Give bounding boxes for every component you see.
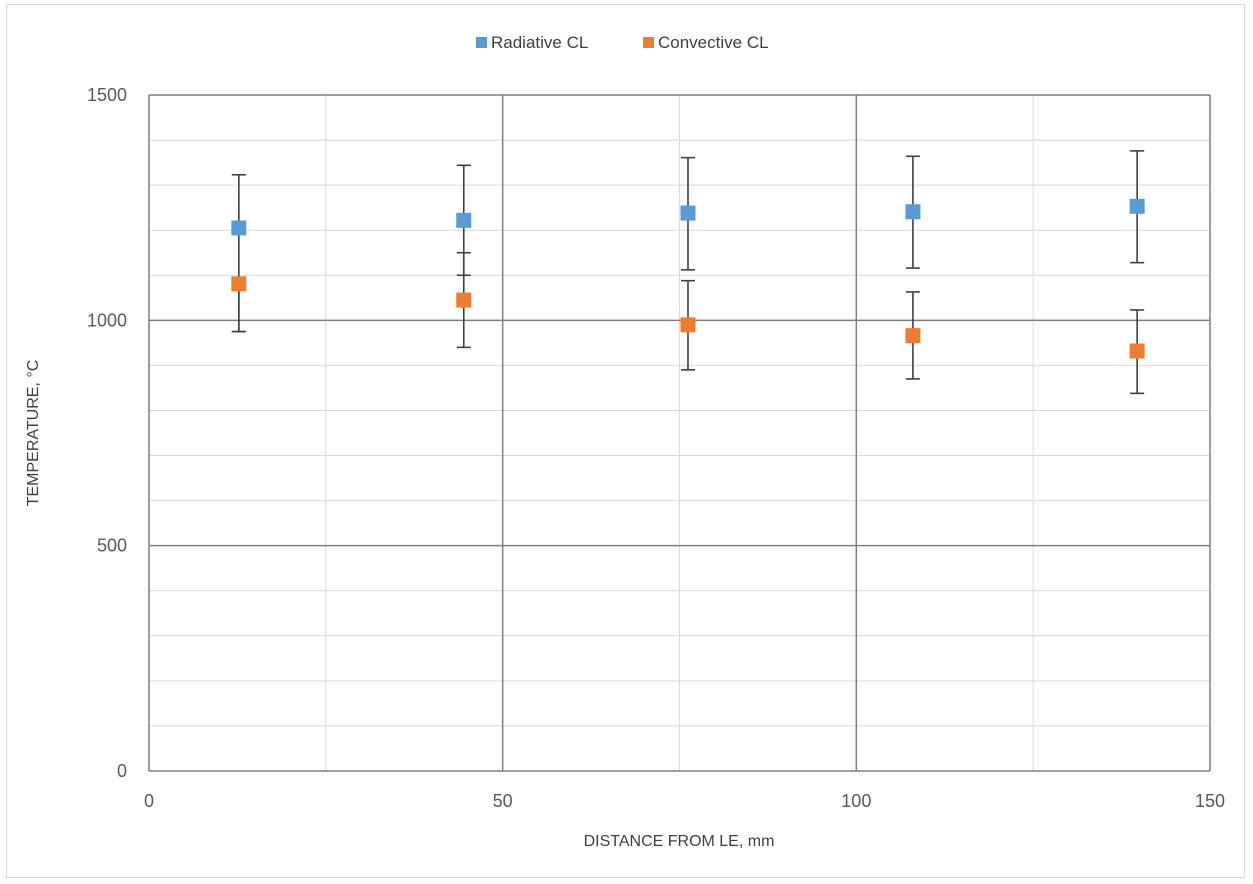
x-tick-label: 50 [493,791,513,811]
y-axis-title: TEMPERATURE, °C [25,360,42,507]
y-tick-label: 1500 [87,85,127,105]
chart-area [6,4,1245,878]
x-tick-label: 0 [144,791,154,811]
data-point-convective [456,292,472,308]
legend-swatch-convective [643,37,654,48]
x-tick-label: 150 [1195,791,1225,811]
data-point-convective [1129,343,1145,359]
data-point-radiative [231,220,247,236]
data-point-radiative [1129,198,1145,214]
data-point-radiative [905,204,921,220]
legend-swatch-radiative [476,37,487,48]
legend-label-radiative: Radiative CL [491,33,588,52]
y-tick-label: 1000 [87,310,127,330]
data-point-convective [680,317,696,333]
legend-label-convective: Convective CL [658,33,769,52]
axes [148,95,1210,772]
minor-gridlines [149,95,1210,771]
tick-labels: 0 500 1000 1500 0 50 100 150 [87,85,1225,811]
y-tick-label: 0 [117,761,127,781]
legend: Radiative CL Convective CL [476,33,769,52]
error-bars [231,150,1145,395]
data-point-convective [231,276,247,292]
y-tick-label: 500 [97,536,127,556]
x-axis-title: DISTANCE FROM LE, mm [584,833,775,850]
data-point-radiative [456,212,472,228]
major-gridlines [149,94,1211,771]
data-point-radiative [680,205,696,221]
data-markers [231,198,1145,359]
x-tick-label: 100 [841,791,871,811]
data-point-convective [905,328,921,344]
